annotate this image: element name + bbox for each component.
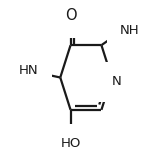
Text: NH: NH [120, 24, 140, 37]
Text: HN: HN [19, 64, 39, 77]
Text: HO: HO [60, 137, 81, 150]
Text: N: N [112, 75, 121, 88]
Text: O: O [65, 8, 76, 23]
